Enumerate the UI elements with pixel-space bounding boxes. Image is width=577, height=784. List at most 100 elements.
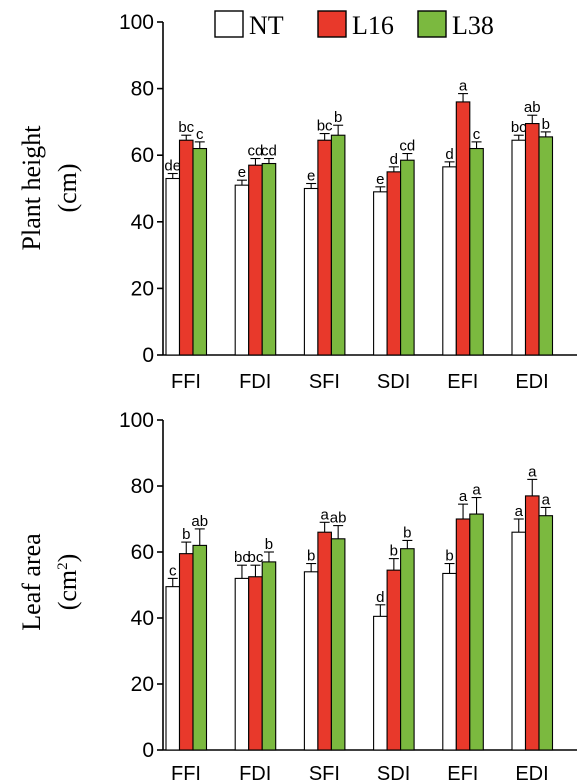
y-tick-label: 80	[131, 78, 154, 101]
legend-swatch-l38	[417, 10, 447, 38]
bar-l38	[538, 136, 554, 356]
bar-nt	[373, 615, 388, 751]
y-tick-label: 40	[131, 607, 154, 630]
significance-label: e	[307, 168, 315, 185]
y-tick-label: 20	[131, 673, 154, 696]
x-tick-label: EFI	[447, 763, 478, 784]
bar-l38	[261, 561, 277, 751]
x-tick-label: SFI	[309, 371, 340, 393]
bar-l16	[248, 164, 263, 356]
y-tick-label: 40	[131, 211, 154, 234]
significance-label: a	[528, 463, 537, 480]
bar-l16	[386, 171, 402, 356]
significance-label: bc	[248, 549, 264, 566]
y-axis-label-line1: Plant height	[17, 125, 46, 251]
legend: NT L16 L38	[214, 10, 494, 40]
significance-label: b	[445, 548, 453, 565]
significance-label: d	[390, 151, 398, 168]
bar-l38	[192, 544, 208, 751]
bar-nt	[234, 184, 250, 356]
x-tick-label: EDI	[515, 763, 548, 784]
y-axis-label-line1: Leaf area	[17, 533, 46, 631]
bar-nt	[165, 586, 181, 751]
significance-label: cd	[248, 143, 264, 160]
bar-nt	[303, 187, 319, 356]
y-tick-label: 100	[119, 409, 154, 432]
significance-label: a	[459, 488, 468, 505]
y-axis-label-line2: (cm)	[53, 163, 82, 212]
legend-swatch-l16	[317, 10, 347, 38]
significance-label: ab	[330, 510, 347, 527]
bar-l16	[524, 495, 540, 751]
significance-label: b	[182, 526, 190, 543]
significance-label: c	[473, 126, 481, 143]
bar-nt	[165, 177, 181, 356]
legend-label-l38: L38	[452, 11, 494, 40]
significance-label: a	[320, 506, 329, 523]
x-tick-label: EDI	[515, 371, 548, 393]
bar-l16	[178, 553, 194, 751]
significance-label: ab	[524, 99, 541, 116]
y-tick-label: 60	[131, 144, 154, 167]
y-axis-label-superscript: 2	[55, 562, 71, 570]
significance-label: c	[196, 126, 204, 143]
bar-l38	[261, 162, 277, 356]
bar-l16	[248, 576, 263, 751]
bar-l38	[469, 513, 484, 751]
significance-label: b	[542, 116, 550, 133]
significance-label: b	[403, 524, 411, 541]
bar-l38	[330, 538, 346, 751]
bar-nt	[442, 166, 457, 356]
bar-l16	[455, 518, 471, 751]
bar-l38	[400, 159, 415, 356]
significance-label: b	[307, 548, 315, 565]
y-axis-label-line2-end: )	[53, 554, 82, 563]
significance-label: de	[164, 158, 181, 175]
significance-label: a	[472, 482, 481, 499]
bar-l38	[400, 548, 415, 751]
significance-label: cd	[261, 143, 277, 160]
bar-l38	[330, 134, 346, 356]
significance-label: ab	[191, 513, 208, 530]
y-tick-label: 20	[131, 277, 154, 300]
bar-nt	[234, 577, 250, 751]
significance-label: a	[515, 503, 524, 520]
y-axis-label-line2: (cm	[53, 570, 82, 610]
legend-swatch-nt	[214, 10, 244, 38]
significance-label: bc	[511, 119, 527, 136]
bar-l16	[386, 569, 402, 751]
y-axis-label: Leaf area (cm2)	[17, 533, 82, 631]
significance-label: a	[459, 78, 468, 95]
significance-label: b	[334, 109, 342, 126]
x-tick-label: FDI	[239, 371, 271, 393]
x-tick-label: EFI	[447, 371, 478, 393]
y-axis-label: Plant height (cm)	[17, 125, 82, 251]
bar-l38	[192, 147, 208, 356]
significance-label: cd	[399, 138, 415, 155]
bar-l38	[469, 147, 484, 356]
bar-nt	[442, 572, 457, 751]
x-tick-label: SDI	[377, 371, 410, 393]
y-tick-label: 0	[142, 344, 154, 367]
bar-nt	[303, 571, 319, 751]
legend-label-nt: NT	[249, 11, 284, 40]
bar-l16	[455, 101, 471, 356]
bar-l16	[524, 123, 540, 356]
x-tick-label: SFI	[309, 763, 340, 784]
significance-label: bc	[234, 549, 250, 566]
x-tick-label: FDI	[239, 763, 271, 784]
legend-label-l16: L16	[352, 11, 394, 40]
significance-label: e	[376, 171, 384, 188]
significance-label: d	[445, 146, 453, 163]
y-tick-label: 0	[142, 739, 154, 762]
x-tick-label: FFI	[171, 763, 201, 784]
bar-l16	[317, 139, 332, 356]
significance-label: a	[542, 491, 551, 508]
bar-nt	[511, 139, 527, 356]
significance-label: b	[390, 543, 398, 560]
significance-label: e	[238, 164, 246, 181]
bar-nt	[373, 191, 388, 356]
